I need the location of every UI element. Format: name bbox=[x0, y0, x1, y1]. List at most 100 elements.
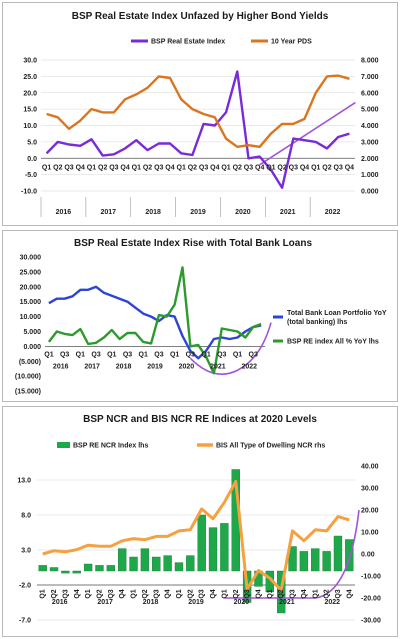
trend-curve bbox=[224, 509, 360, 599]
left-tick-label: 30.0 bbox=[23, 58, 37, 65]
quarter-label: Q3 bbox=[60, 351, 69, 358]
left-tick-label: -5.0 bbox=[25, 172, 37, 179]
chart-panel-ncr-indices: BSP NCR and BIS NCR RE Indices at 2020 L… bbox=[2, 406, 398, 637]
year-label: 2022 bbox=[325, 209, 341, 216]
chart-title: BSP Real Estate Index Rise with Total Ba… bbox=[74, 238, 312, 249]
quarter-label: Q2 bbox=[51, 589, 58, 598]
quarter-label: Q3 bbox=[244, 164, 253, 171]
quarter-label: Q3 bbox=[108, 589, 115, 598]
quarter-label: Q1 bbox=[42, 164, 51, 171]
bar-3 bbox=[72, 570, 81, 574]
year-label: 2019 bbox=[190, 209, 206, 216]
quarter-label: Q3 bbox=[91, 351, 100, 358]
year-label: 2022 bbox=[324, 599, 340, 606]
left-tick-label: 25.000 bbox=[20, 269, 42, 276]
year-label: 2019 bbox=[147, 363, 163, 370]
quarter-label: Q4 bbox=[300, 164, 309, 171]
quarter-label: Q3 bbox=[249, 351, 258, 358]
chart-bsp-vs-bank-loans: BSP Real Estate Index Rise with Total Ba… bbox=[15, 238, 387, 396]
quarter-label: Q3 bbox=[64, 164, 73, 171]
left-tick-label: -2.0 bbox=[19, 583, 31, 590]
left-tick-label: 3.0 bbox=[21, 548, 31, 555]
year-label: 2017 bbox=[84, 363, 100, 370]
quarter-label: Q4 bbox=[255, 164, 264, 171]
chart-title: BSP Real Estate Index Unfazed by Higher … bbox=[72, 11, 329, 22]
quarter-label: Q3 bbox=[153, 589, 160, 598]
series-line-0 bbox=[45, 70, 350, 189]
left-tick-label: 8.0 bbox=[21, 513, 31, 520]
bar-13 bbox=[186, 555, 195, 572]
right-tick-label: -10.00 bbox=[361, 574, 381, 581]
right-tick-label: 10.00 bbox=[361, 530, 379, 537]
bar-21 bbox=[277, 570, 286, 614]
quarter-label: Q3 bbox=[109, 164, 118, 171]
bar-9 bbox=[140, 548, 150, 572]
quarter-label: Q3 bbox=[290, 589, 297, 598]
right-tick-label: -20.00 bbox=[361, 596, 381, 603]
quarter-label: Q2 bbox=[143, 164, 152, 171]
left-tick-label: 20.000 bbox=[20, 284, 42, 291]
quarter-label: Q3 bbox=[244, 589, 251, 598]
right-tick-label: 0.00 bbox=[361, 552, 375, 559]
right-tick-label: 6.000 bbox=[361, 90, 379, 97]
trend-line bbox=[259, 101, 356, 166]
bar-8 bbox=[129, 556, 138, 572]
quarter-label: Q1 bbox=[132, 164, 141, 171]
left-tick-label: 15.000 bbox=[20, 299, 42, 306]
bar-27 bbox=[345, 539, 354, 572]
year-label: 2016 bbox=[52, 599, 68, 606]
quarter-label: Q1 bbox=[170, 351, 179, 358]
left-tick-label: 10.0 bbox=[23, 123, 37, 130]
quarter-label: Q4 bbox=[76, 164, 85, 171]
bar-24 bbox=[311, 548, 320, 572]
quarter-label: Q1 bbox=[40, 589, 47, 598]
quarter-label: Q1 bbox=[267, 589, 274, 598]
year-label: 2020 bbox=[179, 363, 195, 370]
bar-16 bbox=[220, 523, 229, 572]
year-label: 2018 bbox=[116, 363, 132, 370]
quarter-label: Q3 bbox=[289, 164, 298, 171]
right-tick-label: -30.00 bbox=[361, 618, 381, 625]
left-tick-label: 25.0 bbox=[23, 74, 37, 81]
chart-title: BSP NCR and BIS NCR RE Indices at 2020 L… bbox=[83, 414, 317, 425]
right-tick-label: 1.000 bbox=[361, 172, 379, 179]
bar-14 bbox=[197, 514, 206, 572]
quarter-label: Q2 bbox=[277, 164, 286, 171]
right-tick-label: 2.000 bbox=[361, 156, 379, 163]
quarter-label: Q1 bbox=[176, 589, 183, 598]
left-tick-label: 30.000 bbox=[20, 255, 42, 262]
chart-panel-bank-loans: BSP Real Estate Index Rise with Total Ba… bbox=[2, 230, 398, 402]
left-tick-label: 5.000 bbox=[23, 329, 41, 336]
quarter-label: Q1 bbox=[85, 589, 92, 598]
quarter-label: Q1 bbox=[312, 589, 319, 598]
chart-bsp-vs-bond-yields: BSP Real Estate Index Unfazed by Higher … bbox=[21, 11, 379, 217]
legend-label: Total Bank Loan Portfolio YoY bbox=[287, 310, 387, 317]
series-line-1 bbox=[46, 74, 350, 148]
left-tick-label: -7.0 bbox=[19, 618, 31, 625]
right-tick-label: 3.000 bbox=[361, 139, 379, 146]
quarter-label: Q4 bbox=[119, 589, 126, 598]
quarter-label: Q2 bbox=[53, 164, 62, 171]
quarter-label: Q2 bbox=[188, 164, 197, 171]
bar-23 bbox=[299, 551, 309, 572]
bar-12 bbox=[174, 562, 184, 572]
quarter-label: Q2 bbox=[233, 164, 242, 171]
year-label: 2017 bbox=[100, 209, 116, 216]
bar-7 bbox=[118, 548, 127, 572]
quarter-label: Q4 bbox=[345, 164, 354, 171]
left-tick-label: 5.0 bbox=[27, 139, 37, 146]
legend-swatch bbox=[57, 442, 70, 448]
quarter-label: Q3 bbox=[62, 589, 69, 598]
right-tick-label: 40.00 bbox=[361, 464, 379, 471]
year-label: 2016 bbox=[53, 363, 69, 370]
bar-2 bbox=[61, 570, 70, 574]
quarter-label: Q2 bbox=[96, 589, 103, 598]
series-line-1 bbox=[47, 266, 262, 375]
quarter-label: Q3 bbox=[186, 351, 195, 358]
left-tick-label: 0.0 bbox=[27, 156, 37, 163]
series-line-bis bbox=[42, 479, 350, 592]
left-tick-label: 13.0 bbox=[17, 478, 31, 485]
legend-label: BSP Real Estate Index bbox=[151, 39, 225, 46]
year-label: 2020 bbox=[235, 209, 251, 216]
left-tick-label: (10.000) bbox=[15, 374, 41, 381]
